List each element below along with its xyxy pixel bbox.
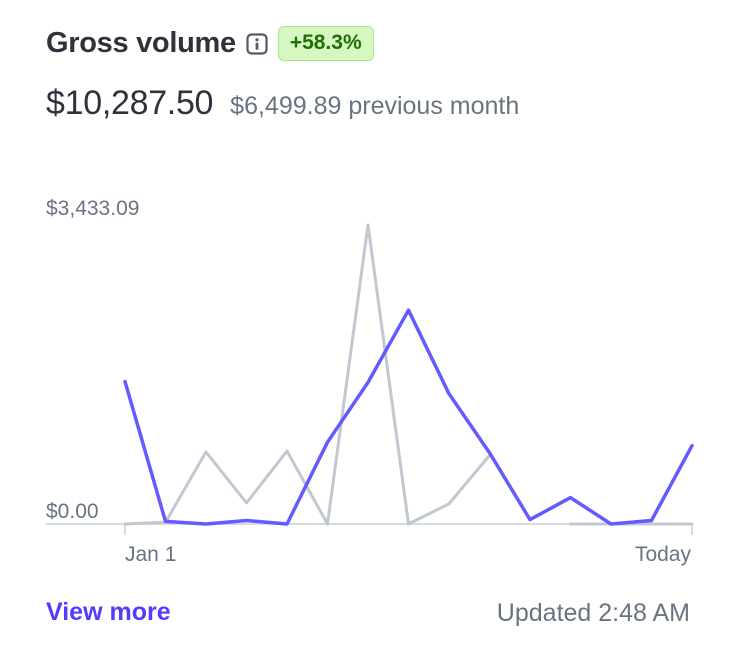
x-tick-label-start: Jan 1 bbox=[125, 543, 176, 566]
change-badge: +58.3% bbox=[277, 26, 374, 61]
x-tick-label-end: Today bbox=[635, 543, 692, 566]
updated-timestamp: Updated 2:48 AM bbox=[496, 599, 690, 627]
current-period-line bbox=[123, 308, 694, 526]
y-tick-label-max: $3,433.09 bbox=[46, 197, 139, 220]
gross-volume-chart: $3,433.09 $0.00 Jan 1 Today bbox=[46, 197, 694, 566]
previous-amount: $6,499.89 previous month bbox=[230, 92, 520, 120]
summary: $10,287.50 $6,499.89 previous month bbox=[46, 84, 519, 123]
total-amount: $10,287.50 bbox=[46, 84, 214, 122]
header: Gross volume +58.3% bbox=[46, 26, 374, 61]
page-title: Gross volume bbox=[46, 27, 236, 59]
previous-period-line-1 bbox=[123, 223, 491, 526]
info-icon[interactable] bbox=[246, 32, 268, 55]
y-tick-label-min: $0.00 bbox=[46, 500, 99, 523]
view-more-link[interactable]: View more bbox=[46, 598, 171, 626]
